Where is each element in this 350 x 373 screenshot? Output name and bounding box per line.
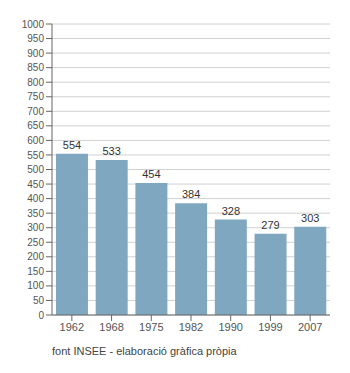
svg-text:1990: 1990 <box>218 321 242 333</box>
svg-text:554: 554 <box>63 139 81 151</box>
svg-text:300: 300 <box>27 222 44 233</box>
svg-text:1999: 1999 <box>258 321 282 333</box>
svg-text:384: 384 <box>182 188 200 200</box>
svg-text:303: 303 <box>301 212 319 224</box>
html-text:font INSEE - elaboració gràfic: font INSEE - elaboració gràfica pròpia <box>52 345 237 357</box>
svg-text:350: 350 <box>27 208 44 219</box>
svg-text:250: 250 <box>27 237 44 248</box>
svg-text:450: 450 <box>27 179 44 190</box>
svg-text:1968: 1968 <box>99 321 123 333</box>
svg-text:850: 850 <box>27 62 44 73</box>
svg-text:1962: 1962 <box>60 321 84 333</box>
svg-text:150: 150 <box>27 266 44 277</box>
svg-text:454: 454 <box>142 168 160 180</box>
svg-text:328: 328 <box>222 205 240 217</box>
svg-text:600: 600 <box>27 135 44 146</box>
svg-text:900: 900 <box>27 48 44 59</box>
svg-text:100: 100 <box>27 280 44 291</box>
svg-text:279: 279 <box>261 219 279 231</box>
svg-text:950: 950 <box>27 33 44 44</box>
svg-text:0: 0 <box>38 310 44 321</box>
svg-text:1975: 1975 <box>139 321 163 333</box>
svg-text:200: 200 <box>27 251 44 262</box>
svg-text:1982: 1982 <box>179 321 203 333</box>
svg-text:50: 50 <box>33 295 45 306</box>
svg-text:533: 533 <box>103 145 121 157</box>
svg-text:500: 500 <box>27 164 44 175</box>
svg-text:550: 550 <box>27 150 44 161</box>
svg-text:750: 750 <box>27 91 44 102</box>
svg-text:700: 700 <box>27 106 44 117</box>
svg-text:1000: 1000 <box>22 19 45 30</box>
svg-text:800: 800 <box>27 77 44 88</box>
svg-text:400: 400 <box>27 193 44 204</box>
svg-text:2007: 2007 <box>298 321 322 333</box>
svg-text:650: 650 <box>27 120 44 131</box>
